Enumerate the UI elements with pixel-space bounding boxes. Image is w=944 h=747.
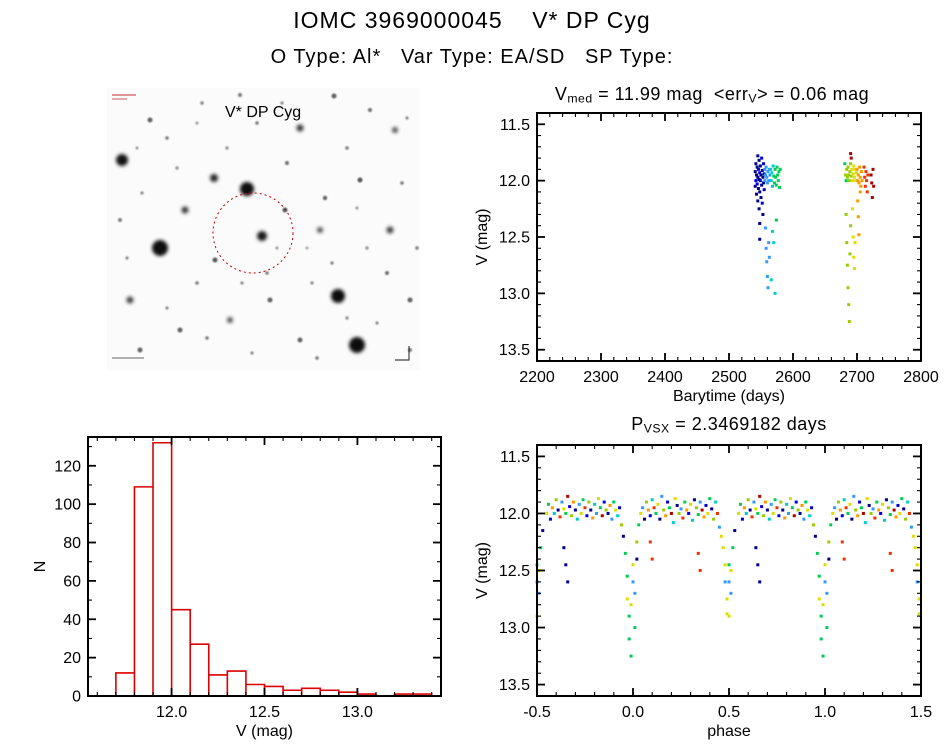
svg-text:11.5: 11.5 [500, 117, 530, 134]
histogram-ylabel: N [32, 561, 49, 573]
phase-plot: -0.5 0.0 0.5 1.0 1.5 11.5 12.0 12.5 13.0 13.5 phas… [474, 444, 932, 740]
svg-text:2700: 2700 [839, 369, 875, 386]
tick-marks [536, 444, 922, 697]
histogram-bars [115, 441, 433, 697]
data-points [535, 494, 921, 658]
svg-text:13.0: 13.0 [342, 704, 373, 721]
svg-text:2500: 2500 [711, 369, 747, 386]
star-field [116, 93, 419, 360]
svg-text:13.5: 13.5 [499, 677, 530, 694]
data-points [753, 152, 876, 324]
lightcurve-title: Vmed = 11.99 mag <errV> = 0.06 mag [554, 84, 870, 106]
page-title: IOMC 3969000045 V* DP Cyg [293, 7, 651, 33]
svg-text:13.0: 13.0 [499, 620, 530, 637]
lightcurve-ylabel: V (mag) [474, 209, 491, 266]
phase-ylabel: V (mag) [474, 542, 491, 599]
svg-text:120: 120 [54, 458, 81, 475]
phase-xlabel: phase [707, 723, 751, 740]
svg-text:12.0: 12.0 [156, 704, 187, 721]
svg-text:60: 60 [63, 573, 81, 590]
svg-text:2400: 2400 [647, 369, 683, 386]
plot-frame [536, 444, 922, 697]
svg-text:-0.5: -0.5 [523, 704, 551, 721]
histogram-xlabel: V (mag) [236, 723, 293, 740]
plot-frame [536, 112, 922, 362]
object-types-line: O Type: Al* Var Type: EA/SD SP Type: [270, 46, 674, 68]
tick-labels: -0.5 0.0 0.5 1.0 1.5 11.5 12.0 12.5 13.0 13.5 [499, 449, 932, 721]
svg-text:2800: 2800 [903, 369, 939, 386]
phase-content: -0.5 0.0 0.5 1.0 1.5 11.5 12.0 12.5 13.0 13.5 phas… [474, 444, 932, 740]
svg-text:80: 80 [63, 535, 81, 552]
histogram-plot: 12.0 12.5 13.0 0 20 40 60 80 100 120 V (mag) N [32, 436, 442, 740]
lightcurve-plot: 2200 2300 2400 2500 2600 2700 2800 11.5 12.0 12.5… [474, 112, 939, 405]
svg-text:12.5: 12.5 [249, 704, 280, 721]
tick-labels: 2200 2300 2400 2500 2600 2700 2800 11.5 12.0 12.5… [499, 117, 939, 386]
svg-text:20: 20 [63, 650, 81, 667]
svg-text:1.5: 1.5 [910, 704, 932, 721]
svg-text:12.5: 12.5 [499, 230, 530, 247]
target-circle [212, 192, 294, 274]
svg-text:12.0: 12.0 [499, 173, 530, 190]
lightcurve-xlabel: Barytime (days) [673, 388, 785, 405]
svg-text:0: 0 [72, 689, 81, 706]
svg-text:40: 40 [63, 612, 81, 629]
svg-text:1.0: 1.0 [814, 704, 836, 721]
svg-text:12.5: 12.5 [499, 563, 530, 580]
svg-text:12.0: 12.0 [499, 506, 530, 523]
svg-text:11.5: 11.5 [500, 449, 530, 466]
plot-frame [87, 436, 442, 697]
tick-labels: 12.0 12.5 13.0 0 20 40 60 80 100 120 [54, 458, 373, 721]
svg-text:0.0: 0.0 [622, 704, 644, 721]
phase-title: PVSX = 2.3469182 days [631, 414, 827, 436]
svg-text:100: 100 [54, 497, 81, 514]
svg-text:0.5: 0.5 [718, 704, 740, 721]
target-label: V* DP Cyg [225, 104, 301, 121]
histogram-content: 12.0 12.5 13.0 0 20 40 60 80 100 120 V (mag) N [32, 436, 442, 740]
svg-text:2200: 2200 [519, 369, 555, 386]
svg-text:13.0: 13.0 [499, 286, 530, 303]
lightcurve-content: 2200 2300 2400 2500 2600 2700 2800 11.5 12.0 12.5… [474, 112, 939, 405]
finding-chart-background [107, 88, 420, 370]
svg-text:2600: 2600 [775, 369, 811, 386]
svg-text:2300: 2300 [583, 369, 619, 386]
tick-marks [536, 112, 922, 362]
tick-marks [88, 437, 441, 697]
finding-chart-image: V* DP Cyg [107, 88, 420, 370]
svg-text:13.5: 13.5 [499, 342, 530, 359]
